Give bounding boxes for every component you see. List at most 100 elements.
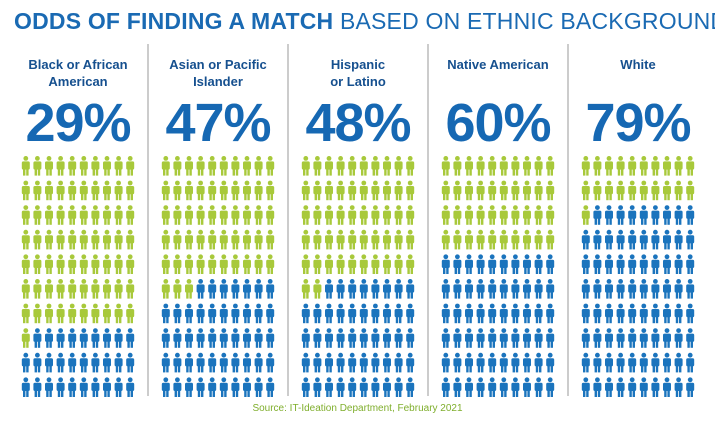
person-icon-rest	[325, 180, 333, 201]
person-icon-match	[593, 352, 602, 373]
person-icon-rest	[243, 229, 251, 250]
person-icon-rest	[21, 156, 30, 176]
person-icon-match	[523, 303, 531, 324]
person-icon-rest	[336, 156, 345, 176]
person-icon-rest	[254, 205, 263, 225]
person-icon-match	[394, 352, 403, 373]
person-icon-match	[465, 328, 473, 348]
person-icon-match	[453, 377, 462, 397]
person-icon-rest	[453, 180, 462, 201]
person-icon-rest	[383, 205, 391, 225]
person-icon-match	[301, 328, 310, 348]
person-icon-match	[546, 328, 555, 348]
person-icon-rest	[546, 156, 555, 176]
person-icon-rest	[593, 180, 602, 201]
person-icon-rest	[173, 254, 182, 274]
person-icon-match	[336, 328, 345, 348]
person-icon-rest	[219, 254, 228, 274]
person-icon-rest	[219, 205, 228, 225]
person-icon-match	[348, 279, 357, 299]
person-icon-match	[488, 377, 497, 397]
person-icon-match	[21, 377, 30, 397]
person-icon-match	[523, 254, 531, 274]
person-icon-rest	[231, 254, 240, 274]
person-icon-match	[593, 229, 602, 250]
value-label: 29%	[25, 93, 131, 153]
person-icon-rest	[33, 254, 42, 274]
person-icon-rest	[465, 156, 473, 176]
person-icon-match	[208, 279, 217, 299]
person-icon-match	[465, 279, 473, 299]
person-icon-match	[605, 254, 613, 274]
person-icon-match	[91, 328, 100, 348]
person-icon-match	[161, 377, 170, 397]
person-icon-match	[208, 303, 217, 324]
person-icon-match	[325, 377, 333, 397]
person-icon-rest	[441, 180, 450, 201]
person-icon-rest	[266, 205, 275, 225]
person-icon-match	[371, 328, 380, 348]
person-icon-match	[581, 328, 590, 348]
person-icon-match	[546, 303, 555, 324]
person-icon-match	[79, 352, 88, 373]
person-icon-rest	[406, 156, 415, 176]
person-icon-match	[628, 303, 637, 324]
person-icon-match	[45, 328, 53, 348]
person-icon-match	[628, 328, 637, 348]
person-icon-rest	[219, 229, 228, 250]
person-icon-rest	[348, 205, 357, 225]
person-icon-match	[173, 328, 182, 348]
person-icon-rest	[465, 180, 473, 201]
person-icon-match	[581, 279, 590, 299]
person-icon-rest	[185, 279, 193, 299]
person-icon-match	[674, 303, 683, 324]
person-icon-match	[581, 229, 590, 250]
person-icon-match	[476, 279, 485, 299]
person-icon-match	[219, 328, 228, 348]
person-icon-match	[546, 352, 555, 373]
person-icon-rest	[359, 229, 368, 250]
person-icon-rest	[651, 180, 660, 201]
person-icon-rest	[394, 156, 403, 176]
person-icon-rest	[33, 205, 42, 225]
person-icon-match	[114, 352, 123, 373]
person-icon-rest	[499, 229, 508, 250]
person-icon-rest	[325, 254, 333, 274]
person-icon-rest	[663, 156, 671, 176]
person-icon-rest	[45, 229, 53, 250]
person-icon-match	[161, 352, 170, 373]
person-icon-rest	[21, 328, 30, 348]
person-icon-rest	[208, 205, 217, 225]
person-icon-rest	[546, 229, 555, 250]
person-icon-rest	[173, 229, 182, 250]
person-icon-rest	[325, 205, 333, 225]
person-icon-rest	[616, 180, 625, 201]
person-icon-rest	[91, 156, 100, 176]
person-icon-rest	[523, 229, 531, 250]
person-icon-rest	[56, 205, 65, 225]
person-icon-match	[593, 279, 602, 299]
person-icon-match	[383, 303, 391, 324]
person-icon-match	[231, 328, 240, 348]
person-icon-rest	[301, 205, 310, 225]
category-label: Hispanic or Latino	[330, 57, 386, 89]
person-icon-rest	[173, 156, 182, 176]
person-icon-rest	[465, 205, 473, 225]
person-icon-match	[616, 377, 625, 397]
person-icon-match	[406, 377, 415, 397]
person-icon-rest	[68, 254, 77, 274]
person-icon-rest	[91, 303, 100, 324]
person-icon-match	[651, 352, 660, 373]
person-icon-match	[605, 377, 613, 397]
person-icon-match	[219, 303, 228, 324]
person-icon-match	[371, 303, 380, 324]
person-icon-match	[266, 328, 275, 348]
person-icon-match	[185, 377, 193, 397]
person-icon-rest	[674, 156, 683, 176]
person-icon-match	[616, 254, 625, 274]
person-icon-rest	[185, 205, 193, 225]
person-icon-match	[651, 254, 660, 274]
person-icon-rest	[488, 229, 497, 250]
person-icon-match	[68, 328, 77, 348]
person-icon-rest	[394, 229, 403, 250]
